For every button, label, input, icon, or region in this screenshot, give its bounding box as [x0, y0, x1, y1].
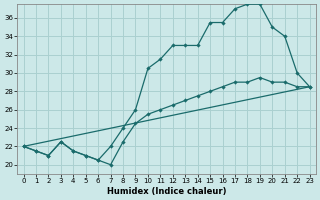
X-axis label: Humidex (Indice chaleur): Humidex (Indice chaleur) — [107, 187, 226, 196]
